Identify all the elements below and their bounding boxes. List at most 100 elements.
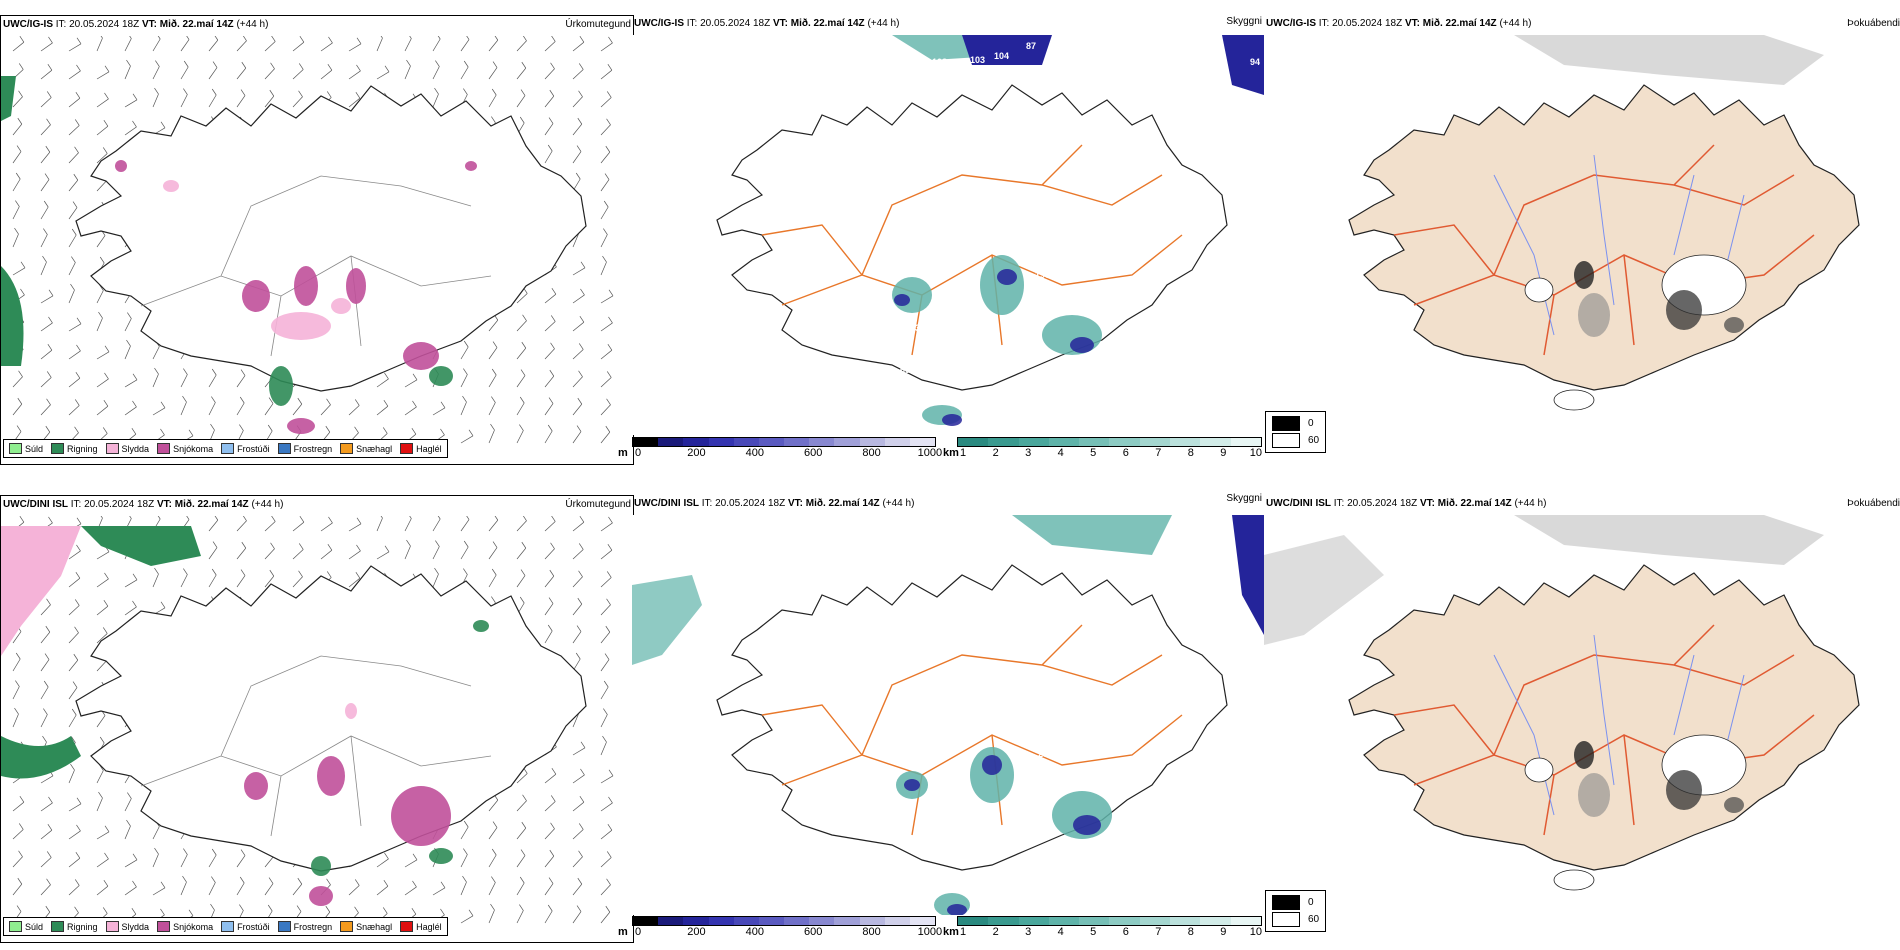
wind-barb xyxy=(600,42,613,52)
legend-swatch xyxy=(277,443,291,454)
fog-legend: 0 60 xyxy=(1265,411,1327,453)
visibility-value-label: 108 xyxy=(932,57,947,67)
wind-barb xyxy=(320,69,333,80)
wind-barb-tick xyxy=(491,596,496,603)
wind-barb xyxy=(516,827,527,840)
wind-barb-tick xyxy=(102,427,108,434)
wind-barb-tick xyxy=(325,425,331,433)
wind-barb-tick xyxy=(74,879,80,886)
wind-barb-tick xyxy=(211,368,217,376)
colorbar-bin xyxy=(1170,438,1201,446)
wind-barb xyxy=(292,69,304,80)
fog-patch xyxy=(1724,797,1744,813)
wind-barb-tick xyxy=(520,369,526,376)
wind-barb xyxy=(432,887,446,896)
wind-barb-tick xyxy=(132,120,137,128)
visibility-value-label: 114 xyxy=(1050,727,1065,737)
wind-barb xyxy=(68,405,80,416)
wind-barb xyxy=(96,770,104,784)
wind-barb xyxy=(12,206,20,220)
wind-barb-tick xyxy=(72,201,78,208)
wind-barb-tick xyxy=(299,516,305,523)
colorbar-tick-label: 9 xyxy=(1220,447,1227,459)
visibility-value-label: 196 xyxy=(1035,270,1050,280)
wind-barb-tick xyxy=(468,909,474,916)
precip-area xyxy=(81,526,201,566)
wind-barb-tick xyxy=(271,516,276,522)
wind-barb-tick xyxy=(214,516,219,521)
wind-barb-tick xyxy=(154,847,159,855)
wind-barb-tick xyxy=(183,368,188,375)
wind-barb-tick xyxy=(132,853,138,860)
wind-barb-tick xyxy=(212,61,218,68)
visibility-value-label: 94 xyxy=(1250,57,1260,67)
wind-barb xyxy=(572,321,585,332)
wind-barb xyxy=(572,549,584,560)
wind-barb-tick xyxy=(98,791,103,799)
wind-barb-tick xyxy=(71,708,77,716)
colorbar-tick-label: 7 xyxy=(1155,926,1162,938)
wind-barb-tick xyxy=(102,627,108,634)
colorbar-bin xyxy=(1230,917,1261,925)
legend-swatch xyxy=(157,921,171,932)
precip-legend-item: Frostregn xyxy=(277,921,332,932)
wind-barb-tick xyxy=(76,344,81,352)
colorbar-bin xyxy=(884,917,910,925)
wind-barb xyxy=(572,349,584,360)
wind-barb xyxy=(12,883,23,896)
wind-barb-tick xyxy=(354,426,359,433)
wind-barb-tick xyxy=(211,88,217,96)
wind-barb-tick xyxy=(549,849,555,857)
wind-barb-tick xyxy=(211,396,216,403)
visibility-value-label: 101 xyxy=(922,265,937,275)
wind-barb-tick xyxy=(20,261,26,268)
wind-barb-tick xyxy=(522,36,527,41)
wind-barb-tick xyxy=(15,200,20,207)
precip-legend-item: Rigning xyxy=(51,443,98,454)
wind-barb-tick xyxy=(104,372,109,380)
wind-barb xyxy=(516,40,527,52)
wind-barb xyxy=(516,520,527,532)
precip-area xyxy=(317,756,345,796)
wind-barb xyxy=(96,831,110,840)
colorbar-bin xyxy=(988,438,1019,446)
wind-barb xyxy=(40,686,49,700)
wind-barb-tick xyxy=(578,90,583,97)
wind-barb-tick xyxy=(48,516,53,524)
visibility-panel-row1: UWC/IG-IS IT: 20.05.2024 18Z VT: Mið. 22… xyxy=(618,15,1264,463)
wind-barb-tick xyxy=(440,908,445,916)
wind-barb xyxy=(460,39,470,52)
colorbar-tick-label: 600 xyxy=(803,926,823,938)
wind-barb-tick xyxy=(73,173,79,181)
fog-legend: 0 60 xyxy=(1265,890,1327,932)
wind-barb-tick xyxy=(354,906,359,913)
wind-barb xyxy=(292,883,303,896)
fog-patch xyxy=(1578,293,1610,337)
wind-barb xyxy=(68,207,78,220)
colorbar-tick-label: 1000 xyxy=(917,926,943,938)
wind-barb-tick xyxy=(326,878,331,885)
wind-barb xyxy=(488,319,499,332)
colorbar-tick-label: 400 xyxy=(745,447,764,459)
visibility-panel-row2: UWC/DINI ISL IT: 20.05.2024 18Z VT: Mið.… xyxy=(618,493,1264,941)
wind-barb xyxy=(208,67,218,80)
wind-barb-tick xyxy=(239,396,245,404)
wind-barb xyxy=(264,95,275,108)
visibility-colorbar-km: 1 2 3 4 5 6 7 8 9 10 km xyxy=(943,437,1262,459)
colorbar-tick-label: 6 xyxy=(1122,447,1129,459)
fog-field xyxy=(1264,535,1384,645)
wind-barb xyxy=(348,550,361,560)
wind-barb-tick xyxy=(356,544,361,552)
colorbar-bin xyxy=(1200,438,1231,446)
colorbar-tick-label: 2 xyxy=(992,447,999,459)
river-network xyxy=(1493,634,1745,816)
wind-barb-tick xyxy=(19,36,25,43)
wind-barb xyxy=(572,267,586,276)
low-visibility-area xyxy=(980,255,1024,315)
wind-barb-tick xyxy=(519,596,525,604)
wind-barb xyxy=(96,153,108,164)
wind-barb xyxy=(40,124,51,136)
wind-barb-tick xyxy=(74,626,79,633)
wind-barb-tick xyxy=(519,116,525,124)
wind-barb-tick xyxy=(242,516,247,521)
